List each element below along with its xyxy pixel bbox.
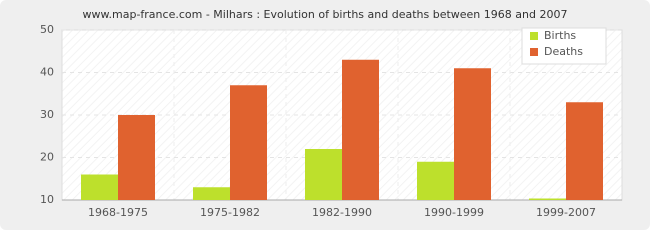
bar [417,161,454,200]
legend-label: Deaths [544,45,583,58]
x-tick-label: 1975-1982 [200,206,260,219]
chart-title: www.map-france.com - Milhars : Evolution… [83,8,568,21]
y-tick-label: 50 [40,23,54,36]
legend-box [521,27,607,65]
y-tick-label: 40 [40,66,54,79]
legend-swatch [530,48,538,56]
bar [118,115,155,200]
bar [193,187,230,200]
bar [566,102,603,200]
bar [81,174,118,200]
bar [305,149,342,200]
y-tick-label: 20 [40,151,54,164]
chart: www.map-france.com - Milhars : Evolution… [0,0,650,230]
legend-swatch [530,32,538,40]
x-tick-label: 1968-1975 [88,206,148,219]
bar [342,59,379,200]
legend-label: Births [544,29,576,42]
bar [230,85,267,200]
x-tick-label: 1999-2007 [536,206,596,219]
x-tick-label: 1990-1999 [424,206,484,219]
bar [529,198,566,200]
y-tick-label: 30 [40,108,54,121]
bar [454,68,491,200]
x-tick-label: 1982-1990 [312,206,372,219]
y-tick-label: 10 [40,193,54,206]
